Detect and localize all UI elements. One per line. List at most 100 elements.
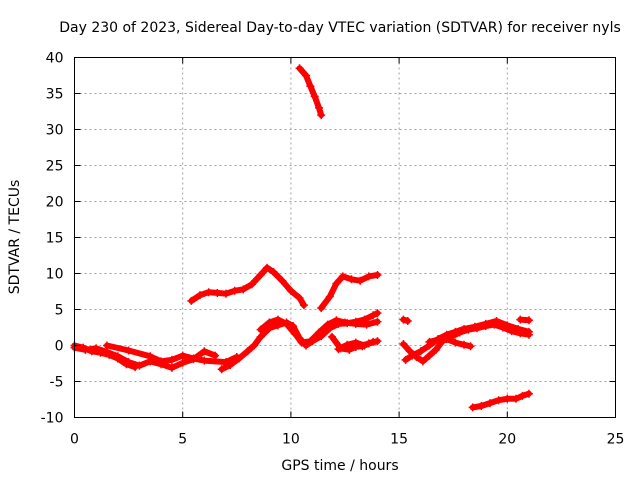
data-point — [302, 71, 311, 80]
data-point — [460, 340, 469, 349]
axis-ticks: 0 5 10 15 20 25 -10 -5 0 5 10 15 20 25 30 35 40 — [41, 51, 625, 448]
y-tick-label: 35 — [46, 87, 64, 103]
data-point — [306, 337, 315, 346]
data-point — [315, 103, 324, 112]
data-point — [338, 272, 347, 281]
data-point — [221, 289, 230, 298]
data-point — [105, 350, 114, 359]
data-point — [79, 343, 88, 352]
data-point — [434, 335, 443, 344]
data-point — [295, 293, 304, 302]
data-point — [408, 351, 417, 360]
data-point — [211, 351, 220, 360]
data-point — [124, 346, 133, 355]
data-point — [332, 279, 341, 288]
data-point — [265, 318, 274, 327]
data-point — [113, 354, 122, 363]
data-point — [234, 354, 243, 363]
data-point — [492, 317, 501, 326]
data-point — [373, 317, 382, 326]
y-tick-label: 30 — [46, 123, 64, 139]
data-point — [477, 401, 486, 410]
data-point — [178, 358, 187, 367]
x-tick-label: 25 — [607, 432, 625, 448]
x-tick-label: 0 — [70, 432, 79, 448]
data-point — [247, 280, 256, 289]
series-track-6 — [187, 263, 308, 310]
data-point — [167, 355, 176, 364]
data-point — [399, 340, 408, 349]
y-tick-label: 0 — [55, 339, 64, 355]
data-point — [503, 321, 512, 330]
data-point — [373, 309, 382, 318]
series-trace — [104, 342, 240, 366]
series-track-10 — [334, 337, 378, 354]
data-point — [204, 288, 213, 297]
data-point — [470, 322, 479, 331]
data-point — [187, 296, 196, 305]
data-point — [250, 341, 259, 350]
data-point — [425, 351, 434, 360]
series-track-15 — [516, 315, 533, 325]
data-point — [481, 319, 490, 328]
data-point — [401, 355, 410, 364]
chart-title: Day 230 of 2023, Sidereal Day-to-day VTE… — [59, 20, 621, 36]
data-point — [325, 292, 334, 301]
series-trace — [402, 318, 532, 363]
data-point — [96, 348, 105, 357]
data-point — [328, 332, 337, 341]
data-point — [332, 316, 341, 325]
x-axis-label: GPS time / hours — [281, 458, 398, 474]
series-track-3 — [102, 341, 241, 367]
data-point — [524, 316, 533, 325]
data-point — [373, 270, 382, 279]
data-point — [189, 354, 198, 363]
series-track-8 — [295, 64, 326, 120]
data-point — [291, 329, 300, 338]
data-point — [399, 315, 408, 324]
data-point — [362, 320, 371, 329]
y-axis-label: SDTVAR / TECUs — [7, 180, 23, 295]
data-point — [334, 345, 343, 354]
data-point — [317, 304, 326, 313]
series-track-14 — [425, 335, 475, 351]
data-point — [87, 347, 96, 356]
data-point — [131, 363, 140, 372]
data-point — [299, 301, 308, 310]
data-point — [243, 347, 252, 356]
data-point — [213, 288, 222, 297]
y-tick-label: 15 — [46, 231, 64, 247]
data-point — [351, 338, 360, 347]
data-point — [278, 276, 287, 285]
data-point — [431, 345, 440, 354]
data-point — [518, 391, 527, 400]
data-point — [157, 357, 166, 366]
data-point — [306, 82, 315, 91]
x-tick-label: 15 — [390, 432, 408, 448]
series-track-16 — [468, 389, 533, 412]
data-point — [256, 325, 265, 334]
data-point — [167, 363, 176, 372]
y-tick-label: 40 — [46, 51, 64, 67]
y-tick-label: -5 — [50, 375, 64, 391]
data-point — [466, 342, 475, 351]
data-point — [200, 347, 209, 356]
data-point — [286, 286, 295, 295]
y-tick-label: 10 — [46, 267, 64, 283]
data-point — [403, 317, 412, 326]
data-point — [217, 365, 226, 374]
y-tick-label: 5 — [55, 303, 64, 319]
y-tick-label: 25 — [46, 159, 64, 175]
x-tick-label: 5 — [178, 432, 187, 448]
series-trace — [188, 264, 307, 309]
data-point — [524, 389, 533, 398]
data-point — [263, 263, 272, 272]
series-track-11 — [399, 315, 412, 326]
data-point — [196, 291, 205, 300]
data-series — [70, 64, 533, 412]
data-point — [226, 360, 235, 369]
data-point — [230, 286, 239, 295]
data-point — [295, 64, 304, 73]
data-point — [451, 327, 460, 336]
